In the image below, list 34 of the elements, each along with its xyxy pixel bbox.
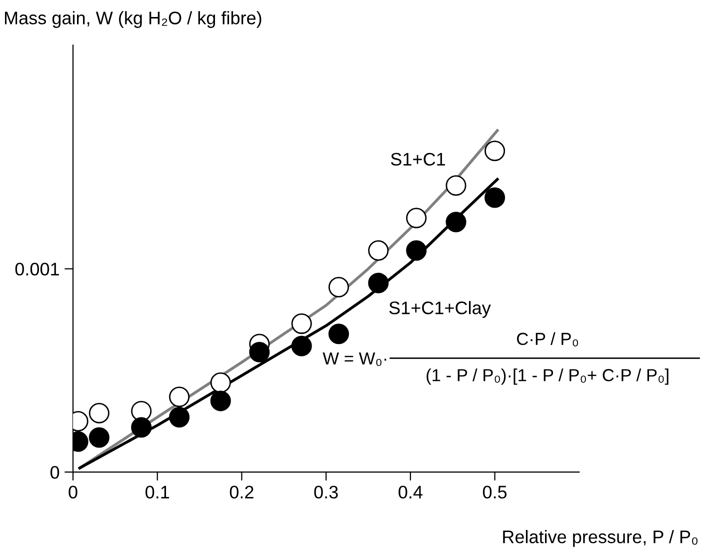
point bbox=[446, 175, 466, 196]
point bbox=[446, 212, 466, 232]
annotation: C·P / P₀ bbox=[517, 332, 578, 346]
x-tick-label: 0.2 bbox=[230, 486, 254, 499]
point bbox=[291, 313, 312, 334]
point bbox=[328, 324, 349, 344]
point bbox=[88, 402, 110, 424]
annotation: (1 - P / P₀)·[1 - P / P₀+ C·P / P₀] bbox=[426, 368, 668, 385]
x-tick-label: 0.3 bbox=[314, 486, 338, 499]
y-tick-label: 0.001 bbox=[15, 262, 59, 276]
point bbox=[131, 417, 152, 438]
x-tick-label: 0 bbox=[68, 486, 78, 499]
point bbox=[210, 390, 231, 412]
series-label: S1+C1 bbox=[390, 152, 445, 166]
x-tick-label: 0.4 bbox=[398, 486, 422, 499]
series-label: S1+C1+Clay bbox=[389, 301, 491, 318]
point bbox=[291, 336, 312, 356]
annotation: W = W₀· bbox=[322, 352, 386, 366]
point bbox=[328, 276, 349, 298]
point bbox=[210, 372, 231, 393]
point bbox=[169, 386, 190, 408]
point bbox=[406, 240, 427, 261]
point bbox=[88, 427, 110, 448]
x-tick-label: 0.1 bbox=[146, 486, 170, 499]
y-axis-title: Mass gain, W (kg H₂O / kg fibre) bbox=[4, 11, 262, 28]
point bbox=[368, 240, 389, 261]
point bbox=[169, 406, 190, 428]
point bbox=[484, 187, 506, 208]
point bbox=[484, 140, 506, 162]
x-axis-title: Relative pressure, P / P₀ bbox=[503, 530, 698, 547]
point bbox=[368, 272, 389, 294]
x-tick-label: 0.5 bbox=[482, 486, 507, 499]
point bbox=[249, 342, 270, 362]
point bbox=[406, 208, 427, 228]
